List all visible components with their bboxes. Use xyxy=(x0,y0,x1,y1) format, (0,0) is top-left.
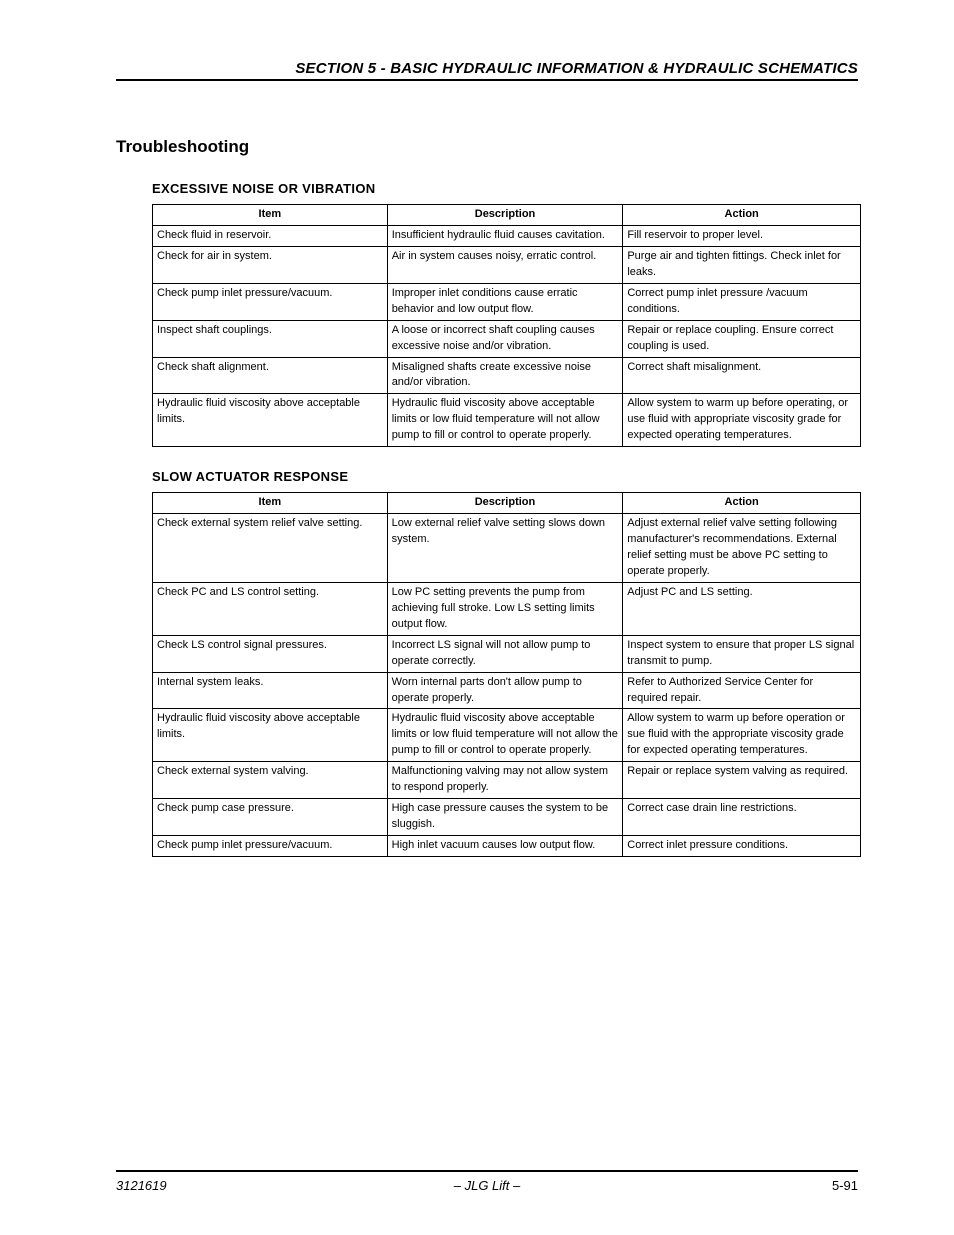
table-header-row: Item Description Action xyxy=(153,493,861,514)
table-row: Check shaft alignment.Misaligned shafts … xyxy=(153,357,861,394)
table-cell: Misaligned shafts create excessive noise… xyxy=(387,357,623,394)
col-description: Description xyxy=(387,205,623,226)
table-row: Check LS control signal pressures.Incorr… xyxy=(153,635,861,672)
table-cell: Repair or replace coupling. Ensure corre… xyxy=(623,320,861,357)
table-cell: Allow system to warm up before operation… xyxy=(623,709,861,762)
table-cell: Hydraulic fluid viscosity above acceptab… xyxy=(153,394,388,447)
table-cell: Adjust PC and LS setting. xyxy=(623,582,861,635)
table-row: Check for air in system.Air in system ca… xyxy=(153,246,861,283)
section-header: SECTION 5 - BASIC HYDRAULIC INFORMATION … xyxy=(116,60,858,81)
table-cell: High inlet vacuum causes low output flow… xyxy=(387,836,623,857)
col-item: Item xyxy=(153,205,388,226)
table-cell: Low PC setting prevents the pump from ac… xyxy=(387,582,623,635)
table-cell: Check shaft alignment. xyxy=(153,357,388,394)
col-item: Item xyxy=(153,493,388,514)
table-cell: Purge air and tighten fittings. Check in… xyxy=(623,246,861,283)
table-title-1: EXCESSIVE NOISE OR VIBRATION xyxy=(152,181,858,196)
table-cell: Refer to Authorized Service Center for r… xyxy=(623,672,861,709)
table-cell: High case pressure causes the system to … xyxy=(387,799,623,836)
table-cell: Repair or replace system valving as requ… xyxy=(623,762,861,799)
table-row: Check external system valving.Malfunctio… xyxy=(153,762,861,799)
table-row: Hydraulic fluid viscosity above acceptab… xyxy=(153,709,861,762)
table-cell: Correct pump inlet pressure /vacuum cond… xyxy=(623,283,861,320)
table-cell: Correct case drain line restrictions. xyxy=(623,799,861,836)
table-cell: Allow system to warm up before operating… xyxy=(623,394,861,447)
footer-doc-number: 3121619 xyxy=(116,1178,363,1193)
table-excessive-noise: Item Description Action Check fluid in r… xyxy=(152,204,861,447)
col-action: Action xyxy=(623,205,861,226)
table-cell: Check LS control signal pressures. xyxy=(153,635,388,672)
table-cell: Air in system causes noisy, erratic cont… xyxy=(387,246,623,283)
table-row: Internal system leaks.Worn internal part… xyxy=(153,672,861,709)
table-cell: Check pump inlet pressure/vacuum. xyxy=(153,836,388,857)
table-row: Check pump inlet pressure/vacuum.High in… xyxy=(153,836,861,857)
table-cell: Check pump inlet pressure/vacuum. xyxy=(153,283,388,320)
table-cell: Check fluid in reservoir. xyxy=(153,225,388,246)
page-footer: 3121619 – JLG Lift – 5-91 xyxy=(116,1170,858,1193)
table-header-row: Item Description Action xyxy=(153,205,861,226)
table-cell: Malfunctioning valving may not allow sys… xyxy=(387,762,623,799)
table-cell: Check pump case pressure. xyxy=(153,799,388,836)
table-slow-actuator: Item Description Action Check external s… xyxy=(152,492,861,857)
table-cell: Insufficient hydraulic fluid causes cavi… xyxy=(387,225,623,246)
footer-brand: – JLG Lift – xyxy=(363,1178,610,1193)
table-cell: Check PC and LS control setting. xyxy=(153,582,388,635)
table-cell: Correct inlet pressure conditions. xyxy=(623,836,861,857)
table-cell: A loose or incorrect shaft coupling caus… xyxy=(387,320,623,357)
table-cell: Hydraulic fluid viscosity above acceptab… xyxy=(387,709,623,762)
table-cell: Internal system leaks. xyxy=(153,672,388,709)
page-heading: Troubleshooting xyxy=(116,137,858,157)
table-cell: Inspect system to ensure that proper LS … xyxy=(623,635,861,672)
table-row: Check PC and LS control setting.Low PC s… xyxy=(153,582,861,635)
table-row: Check fluid in reservoir.Insufficient hy… xyxy=(153,225,861,246)
table-cell: Check external system relief valve setti… xyxy=(153,514,388,583)
table-cell: Incorrect LS signal will not allow pump … xyxy=(387,635,623,672)
table-cell: Hydraulic fluid viscosity above acceptab… xyxy=(153,709,388,762)
table-title-2: SLOW ACTUATOR RESPONSE xyxy=(152,469,858,484)
table-cell: Check for air in system. xyxy=(153,246,388,283)
col-description: Description xyxy=(387,493,623,514)
table-cell: Worn internal parts don't allow pump to … xyxy=(387,672,623,709)
table-row: Check external system relief valve setti… xyxy=(153,514,861,583)
table-cell: Fill reservoir to proper level. xyxy=(623,225,861,246)
footer-page-number: 5-91 xyxy=(611,1178,858,1193)
table-cell: Hydraulic fluid viscosity above acceptab… xyxy=(387,394,623,447)
table-row: Check pump inlet pressure/vacuum.Imprope… xyxy=(153,283,861,320)
table-cell: Adjust external relief valve setting fol… xyxy=(623,514,861,583)
col-action: Action xyxy=(623,493,861,514)
table-row: Inspect shaft couplings.A loose or incor… xyxy=(153,320,861,357)
table-cell: Improper inlet conditions cause erratic … xyxy=(387,283,623,320)
table-cell: Inspect shaft couplings. xyxy=(153,320,388,357)
table-row: Hydraulic fluid viscosity above acceptab… xyxy=(153,394,861,447)
table-row: Check pump case pressure.High case press… xyxy=(153,799,861,836)
table-cell: Low external relief valve setting slows … xyxy=(387,514,623,583)
table-cell: Check external system valving. xyxy=(153,762,388,799)
table-cell: Correct shaft misalignment. xyxy=(623,357,861,394)
